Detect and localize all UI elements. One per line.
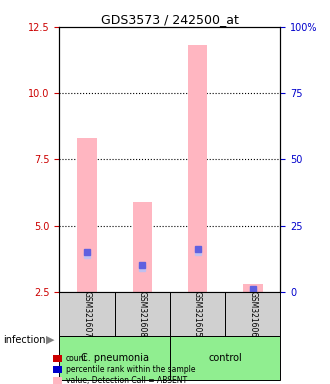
Text: control: control bbox=[208, 353, 242, 363]
Text: GSM321608: GSM321608 bbox=[138, 291, 147, 337]
FancyBboxPatch shape bbox=[59, 336, 170, 380]
Text: infection: infection bbox=[3, 335, 46, 345]
Text: value, Detection Call = ABSENT: value, Detection Call = ABSENT bbox=[66, 376, 187, 384]
Title: GDS3573 / 242500_at: GDS3573 / 242500_at bbox=[101, 13, 239, 26]
Bar bbox=[133, 202, 152, 292]
Bar bbox=[77, 138, 97, 292]
FancyBboxPatch shape bbox=[225, 292, 280, 336]
Text: GSM321607: GSM321607 bbox=[82, 291, 91, 337]
Text: ▶: ▶ bbox=[46, 335, 55, 345]
Bar bbox=[188, 45, 207, 292]
Bar bbox=[243, 284, 263, 292]
FancyBboxPatch shape bbox=[170, 292, 225, 336]
Text: percentile rank within the sample: percentile rank within the sample bbox=[66, 365, 195, 374]
Text: GSM321606: GSM321606 bbox=[248, 291, 257, 337]
FancyBboxPatch shape bbox=[115, 292, 170, 336]
Text: C. pneumonia: C. pneumonia bbox=[81, 353, 149, 363]
FancyBboxPatch shape bbox=[59, 292, 115, 336]
FancyBboxPatch shape bbox=[170, 336, 280, 380]
Text: GSM321605: GSM321605 bbox=[193, 291, 202, 337]
Text: count: count bbox=[66, 354, 88, 363]
